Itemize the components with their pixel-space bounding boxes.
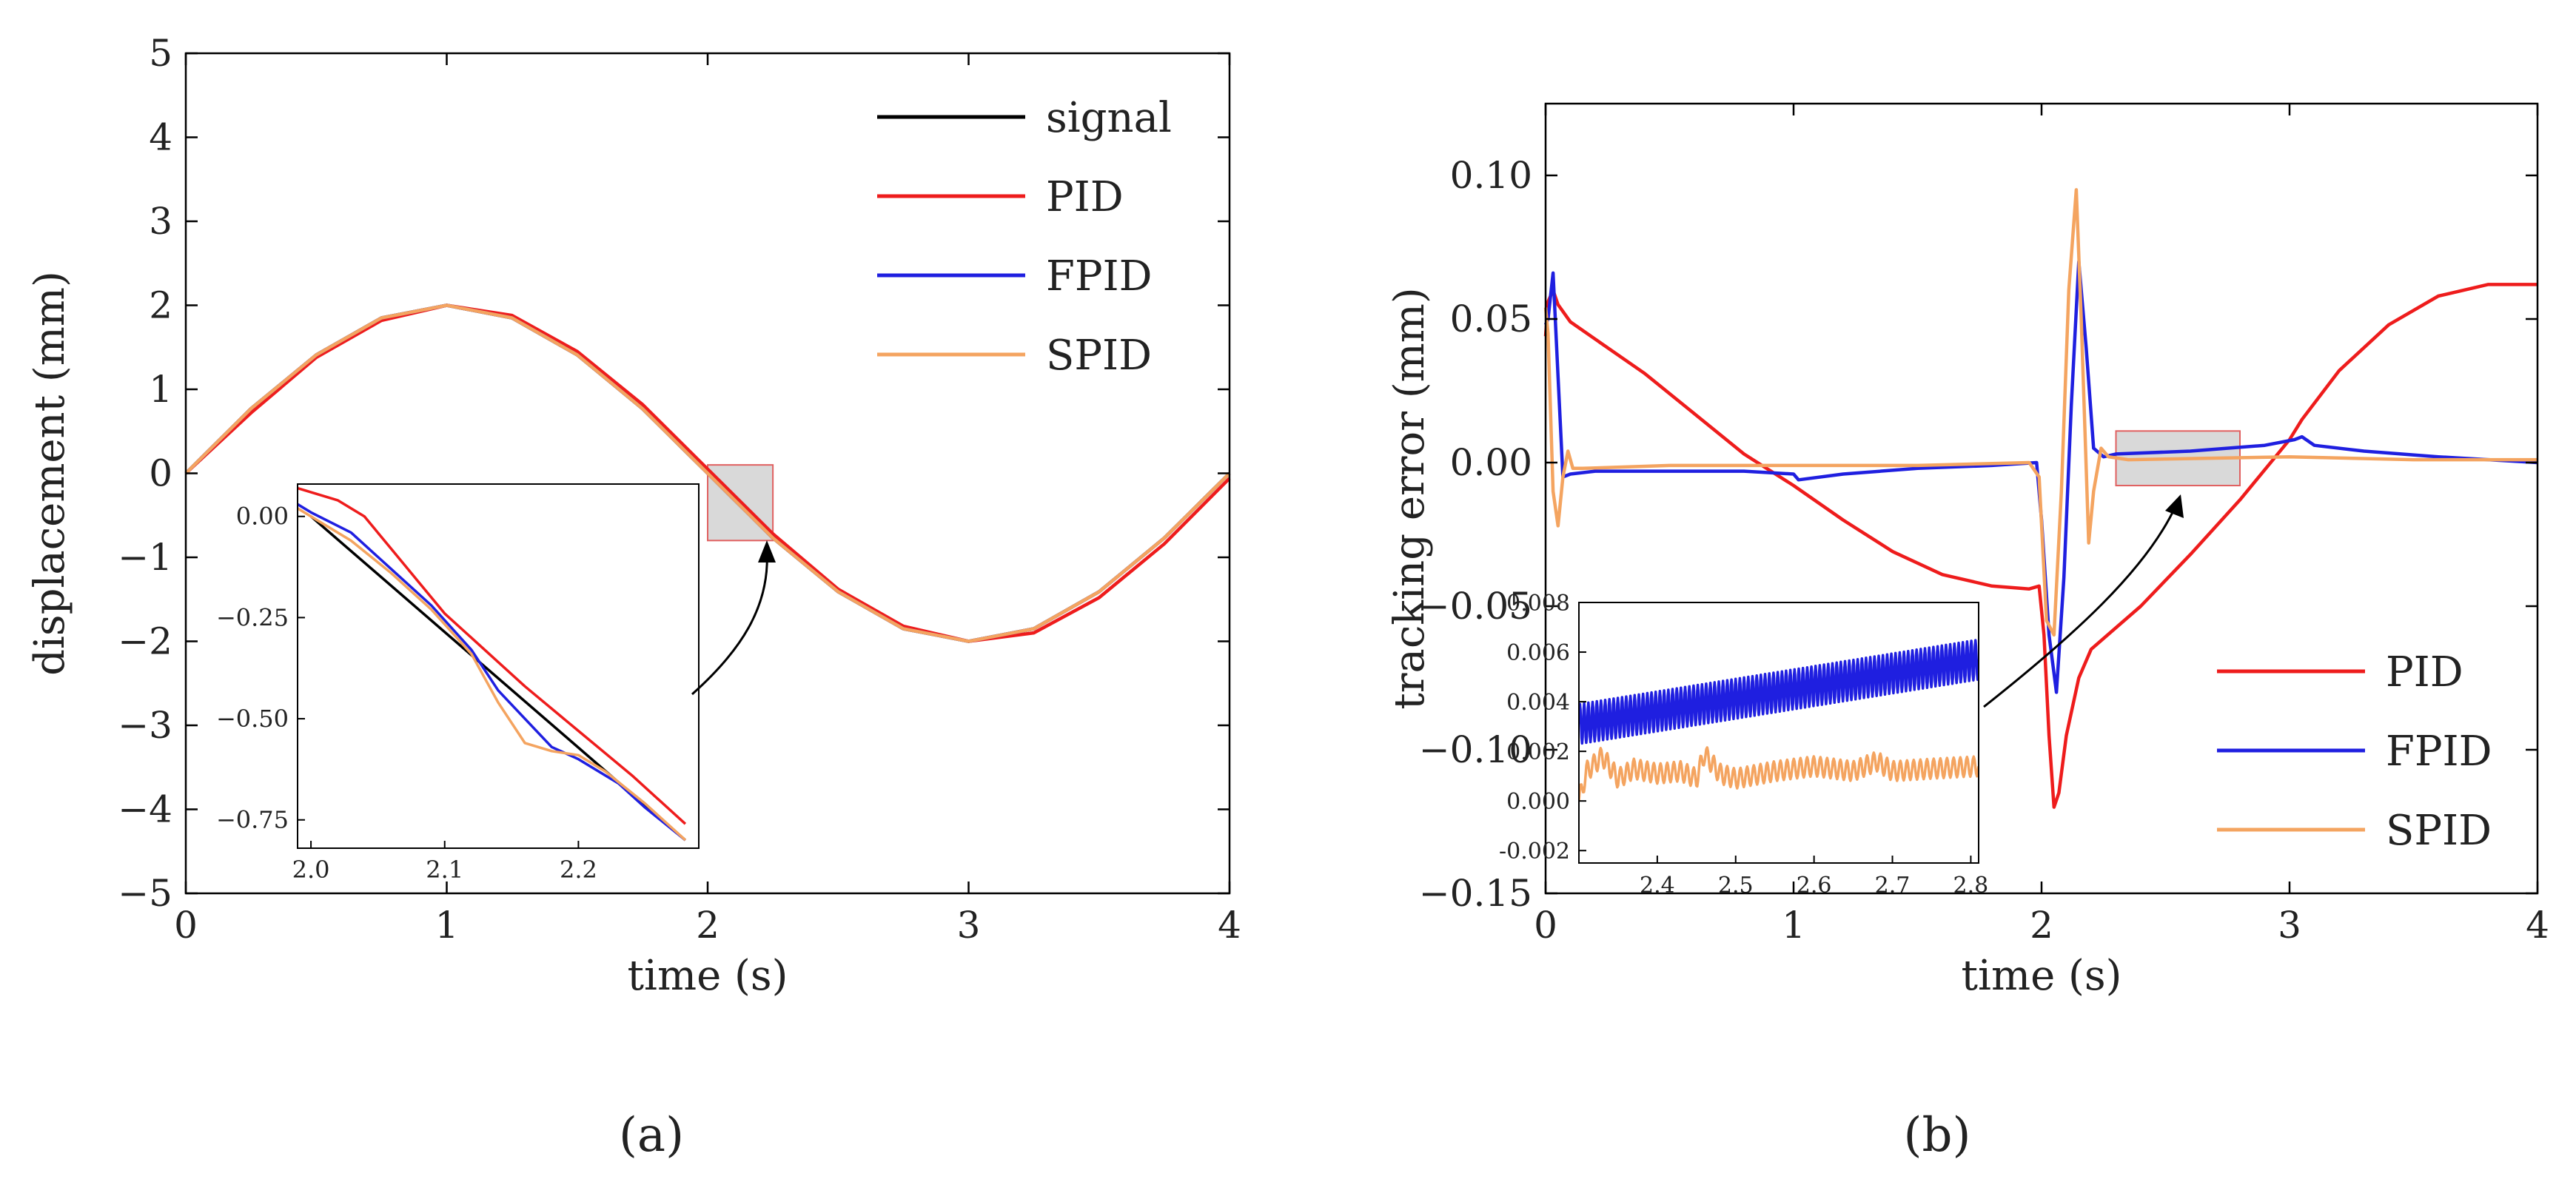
panel-b-series-spid (1543, 188, 2538, 637)
panel-a-ytick-label: −1 (118, 536, 172, 579)
panel-b-ytick-label: 0.00 (1450, 441, 1532, 484)
panel-b-inset-ytick-label: 0.006 (1506, 640, 1570, 666)
panel-b-inset: 2.4 2.5 2.6 2.7 2.8 0.008 0.006 0.004 0.002 0.000… (1499, 591, 1988, 899)
panel-a-ytick-label: 1 (149, 368, 172, 411)
panel-a-xlabel: time (s) (628, 952, 788, 1000)
panel-a-ytick-label: −2 (118, 620, 172, 663)
panel-b-xtick-label: 1 (1782, 904, 1805, 947)
panel-b-xtick-label: 4 (2526, 904, 2549, 947)
panel-a-ytick-label: 0 (149, 452, 172, 495)
panel-b-ytick-label: −0.10 (1419, 728, 1532, 771)
panel-a-inset-xtick-label: 2.0 (292, 856, 330, 884)
panel-b-ytick-label: −0.15 (1419, 872, 1532, 915)
panel-b-inset-xtick-label: 2.5 (1718, 873, 1754, 899)
panel-b-ytick-label: 0.05 (1450, 298, 1532, 340)
panel-b-inset-axes-frame (1578, 602, 1979, 864)
panel-b-xlabel: time (s) (1962, 952, 2122, 1000)
panel-a-inset-ytick-label: −0.25 (216, 603, 289, 631)
panel-a-series-pid (184, 303, 1231, 643)
panel-a-ytick-label: −4 (118, 788, 172, 831)
panel-b-xtick-label: 0 (1534, 904, 1557, 947)
panel-a-ytick-label: −3 (118, 704, 172, 747)
panel-a-ytick-label: 4 (149, 116, 172, 159)
panel-a-zoom-arrowhead (758, 540, 776, 563)
panel-a-legend-label-spid: SPID (1046, 332, 1152, 380)
panel-b-inset-ytick-label: 0.008 (1506, 591, 1570, 617)
panel-b-series-fpid (1543, 260, 2538, 694)
panel-a-xtick-label: 2 (696, 904, 720, 947)
panel-b-inset-ytick-label: 0.002 (1506, 739, 1570, 765)
panel-a-ytick-label: 5 (149, 32, 172, 75)
panel-a-ytick-label: 3 (149, 200, 172, 243)
panel-b-ytick-label: 0.10 (1450, 154, 1532, 197)
panel-b-inset-ytick-label: 0.004 (1506, 690, 1570, 716)
panel-b-inset-ytick-label: 0.000 (1506, 789, 1570, 815)
panel-b-legend-label-fpid: FPID (2386, 728, 2492, 776)
panel-b-inset-series-spid (1579, 746, 1979, 802)
panel-b-label: (b) (1904, 1108, 1971, 1163)
panel-b-series-pid (1543, 283, 2538, 809)
panel-b-zoom-arrow (1983, 504, 2178, 708)
panel-a-inset-series-pid (298, 486, 687, 825)
panel-a-label: (a) (619, 1108, 684, 1163)
panel-a-ytick-label: 2 (149, 284, 172, 327)
panel-b-inset-background (1579, 602, 1979, 863)
panel-b-xtick-label: 3 (2278, 904, 2301, 947)
panel-a-inset-xtick-label: 2.1 (426, 856, 463, 884)
panel-b-inset-xtick-label: 2.7 (1875, 873, 1911, 899)
panel-b-inset-xtick-label: 2.8 (1953, 873, 1989, 899)
panel-a-xtick-label: 1 (435, 904, 459, 947)
panel-a-xtick-label: 0 (174, 904, 198, 947)
panel-a-inset-axes-frame (297, 483, 700, 849)
panel-a-inset-xtick-label: 2.2 (560, 856, 597, 884)
panel-b-inset-xtick-label: 2.6 (1797, 873, 1832, 899)
panel-b-inset-plot (1579, 639, 1979, 802)
panel-a-legend-label-signal: signal (1046, 94, 1172, 142)
panel-b-zoom-arrowhead (2165, 494, 2184, 518)
panel-b-inset-series-fpid (1579, 639, 1979, 745)
panel-a-series-spid (184, 303, 1231, 643)
panel-a: 0 1 2 3 4 5 4 3 2 1 0 −1 −2 −3 −4 −5 time (s) displacemen… (26, 32, 1241, 1000)
panel-a-inset-ytick-label: 0.00 (236, 503, 289, 531)
panel-b-inset-ytick-label: -0.002 (1499, 839, 1570, 864)
panel-a-xtick-label: 3 (957, 904, 981, 947)
panel-b: 0 1 2 3 4 0.10 0.05 0.00 −0.05 −0.10 −0.15 time (s)… (1386, 102, 2549, 1000)
panel-b-ytick-label: −0.05 (1419, 585, 1532, 628)
panel-a-inset-series-spid (298, 507, 687, 842)
panel-b-inset-xtick-label: 2.4 (1640, 873, 1675, 899)
panel-b-xtick-label: 2 (2030, 904, 2053, 947)
panel-b-legend-label-spid: SPID (2386, 807, 2492, 855)
panel-b-ylabel: tracking error (mm) (1386, 287, 1434, 709)
panel-a-zoom-arrow (691, 551, 768, 696)
panel-a-legend-label-pid: PID (1046, 173, 1124, 221)
panel-a-ytick-label: −5 (118, 872, 172, 915)
panel-a-xtick-label: 4 (1218, 904, 1241, 947)
panel-a-inset-plot (298, 486, 687, 842)
panel-a-ylabel: displacement (mm) (26, 271, 74, 676)
panel-a-inset-ytick-label: −0.50 (216, 705, 289, 733)
panel-a-inset: 2.0 2.1 2.2 0.00 −0.25 −0.50 −0.75 (216, 483, 700, 884)
panel-b-legend-label-pid: PID (2386, 648, 2463, 696)
panel-a-inset-ytick-label: −0.75 (216, 806, 289, 834)
panel-a-legend-label-fpid: FPID (1046, 252, 1153, 300)
